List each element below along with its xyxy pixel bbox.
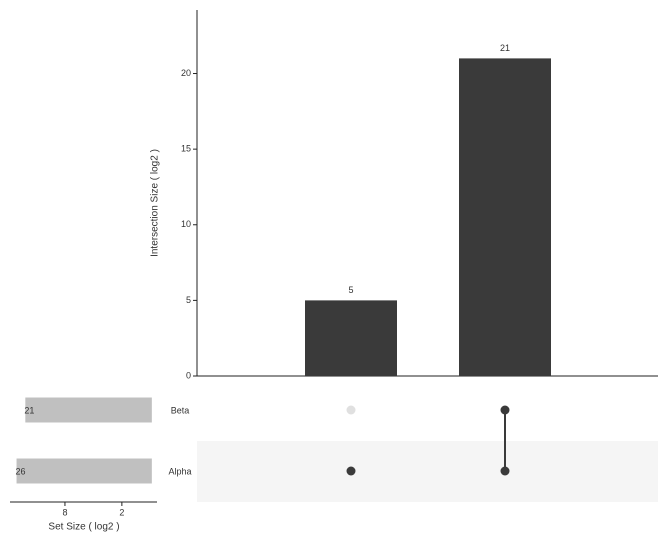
set-size-label: Set Size ( log2 ) bbox=[48, 522, 119, 533]
bar-value-label: 21 bbox=[500, 43, 510, 53]
set-size-value: 26 bbox=[16, 466, 26, 476]
y-tick-label: 10 bbox=[181, 219, 191, 229]
y-axis-label: Intersection Size ( log2 ) bbox=[150, 149, 161, 257]
matrix-dot bbox=[346, 405, 356, 415]
intersection-bar bbox=[305, 300, 397, 376]
set-name: Beta bbox=[171, 405, 190, 415]
row-shade bbox=[197, 441, 658, 502]
set-size-bar bbox=[25, 397, 152, 423]
x-tick-label: 2 bbox=[119, 507, 124, 517]
set-size-value: 21 bbox=[24, 405, 34, 415]
y-tick-label: 20 bbox=[181, 68, 191, 78]
set-name: Alpha bbox=[168, 466, 191, 476]
y-tick-label: 0 bbox=[186, 370, 191, 380]
matrix-dot bbox=[500, 405, 510, 415]
matrix-dot bbox=[500, 466, 510, 476]
matrix-dot bbox=[346, 466, 356, 476]
y-tick-label: 15 bbox=[181, 144, 191, 154]
x-tick-label: 8 bbox=[62, 507, 67, 517]
bar-value-label: 5 bbox=[348, 285, 353, 295]
set-size-bar bbox=[16, 458, 152, 484]
intersection-bar bbox=[459, 58, 551, 376]
y-tick-label: 5 bbox=[186, 295, 191, 305]
